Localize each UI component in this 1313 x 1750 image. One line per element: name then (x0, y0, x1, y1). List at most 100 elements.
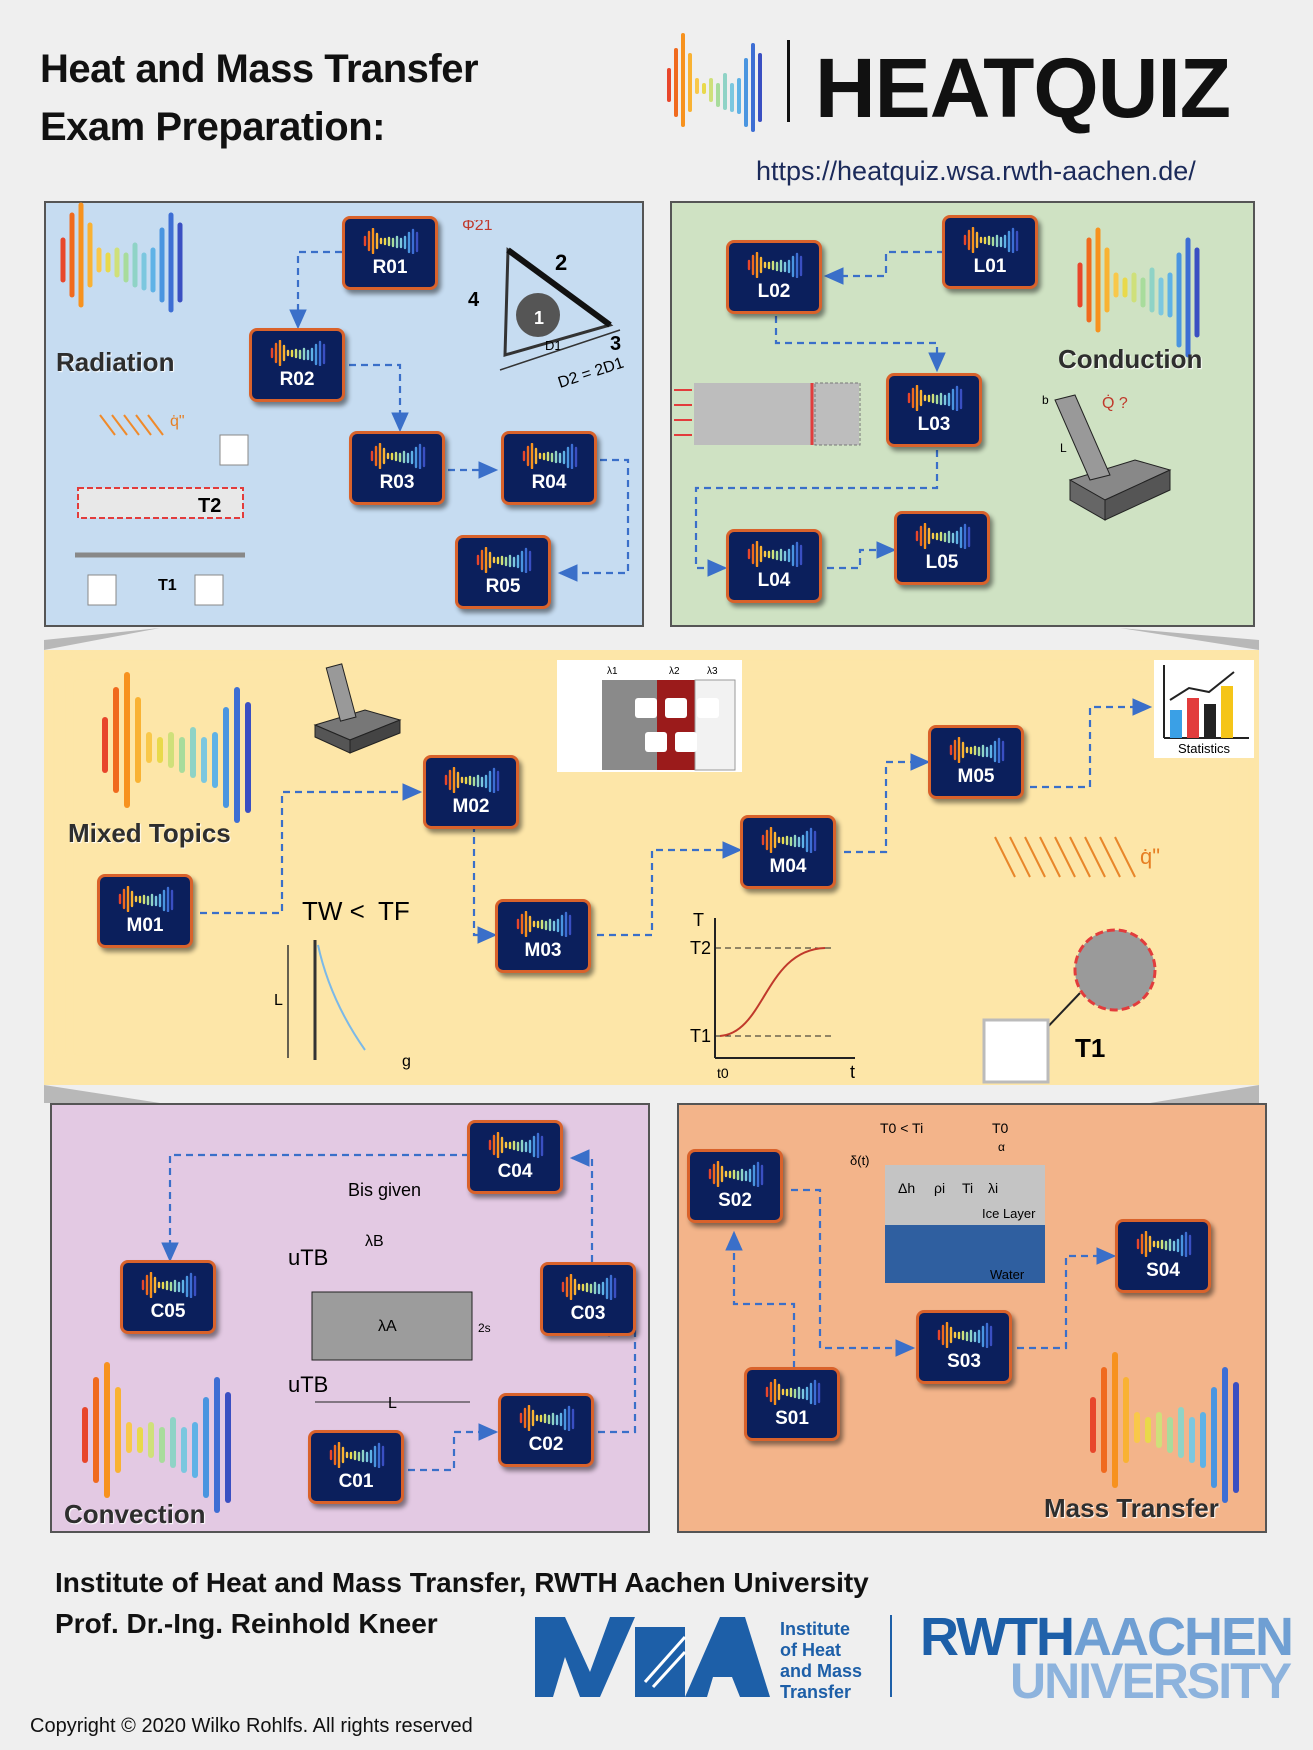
delta-t-label: δ(t) (850, 1153, 870, 1168)
quiz-node-convection-5[interactable]: C05 (120, 1260, 216, 1334)
q-dot-label: Q̇ ? (1102, 394, 1128, 412)
sphere-t1-label: T1 (1075, 1033, 1105, 1063)
heatquiz-node-icon (516, 911, 572, 937)
radiation-label: Radiation (56, 347, 175, 377)
quiz-node-label: C05 (150, 1301, 186, 1322)
wsa-text-line-4: Transfer (780, 1682, 852, 1702)
logo-divider (787, 40, 790, 122)
quiz-node-label: R03 (379, 472, 415, 493)
water-label: Water (990, 1267, 1025, 1282)
gravity-label: g (402, 1053, 411, 1070)
t1-label: T1 (158, 577, 177, 594)
quiz-node-mixed-4[interactable]: M04 (740, 815, 836, 889)
quiz-node-mixed-2[interactable]: M02 (423, 755, 519, 829)
quiz-node-label: M05 (957, 766, 995, 787)
rwth-logo-line-1: RWTHAACHEN (920, 1606, 1294, 1668)
mixed-temperature-curve-sketch: T T2 T1 t0 t (690, 910, 855, 1082)
heatquiz-node-icon (949, 737, 1005, 763)
quiz-node-mixed-1[interactable]: M01 (97, 874, 193, 948)
quiz-node-label: C02 (528, 1434, 564, 1455)
mixed-wall-layers-sketch: λ1 λ2 λ3 (557, 660, 742, 772)
delta-h-label: Δh (898, 1180, 915, 1196)
quiz-node-mass-3[interactable]: S03 (916, 1310, 1012, 1384)
quiz-node-label: L05 (925, 552, 959, 573)
ice-layer-label: Ice Layer (982, 1206, 1036, 1221)
quiz-node-conduction-3[interactable]: L03 (886, 373, 982, 447)
quiz-node-conduction-5[interactable]: L05 (894, 511, 990, 585)
quiz-node-label: S03 (947, 1351, 981, 1372)
heatquiz-node-icon (519, 1405, 575, 1431)
quiz-node-mass-1[interactable]: S01 (744, 1367, 840, 1441)
quiz-node-label: S01 (775, 1408, 809, 1429)
lambda-a-label: λA (378, 1318, 397, 1335)
aachen-text: AACHEN (1072, 1607, 1294, 1667)
quiz-node-conduction-1[interactable]: L01 (942, 215, 1038, 289)
institute-name: Institute of Heat and Mass Transfer, RWT… (55, 1567, 869, 1598)
heatquiz-node-icon (270, 340, 326, 366)
lambda1-label: λ1 (607, 666, 618, 677)
t0-label: t0 (717, 1065, 729, 1081)
conduction-rod-sketch (674, 382, 861, 446)
quiz-node-label: L03 (917, 414, 951, 435)
page-title: Heat and Mass Transfer Exam Preparation: (40, 40, 479, 156)
fin-b-label: b (1042, 393, 1049, 407)
wsa-text-line-1: Institute (780, 1619, 850, 1639)
d1-label: D1 (545, 338, 562, 353)
length-l-label: L (274, 992, 283, 1009)
quiz-node-convection-1[interactable]: C01 (308, 1430, 404, 1504)
quiz-node-label: C04 (497, 1161, 533, 1182)
quiz-node-radiation-4[interactable]: R04 (501, 431, 597, 505)
quiz-node-convection-2[interactable]: C02 (498, 1393, 594, 1467)
wsa-institute-text: Institute of Heat and Mass Transfer (780, 1619, 862, 1703)
mixed-heat-flux-sketch: q̇" (994, 836, 1160, 878)
quiz-node-radiation-5[interactable]: R05 (455, 535, 551, 609)
quiz-node-label: C03 (570, 1303, 606, 1324)
heatquiz-waveform-icon (667, 33, 762, 132)
quiz-node-convection-4[interactable]: C04 (467, 1120, 563, 1194)
conduction-fin-sketch: Q̇ ? b L (1042, 393, 1172, 521)
quiz-node-label: L04 (757, 570, 791, 591)
heatquiz-url-link[interactable]: https://heatquiz.wsa.rwth-aachen.de/ (756, 156, 1196, 186)
quiz-node-mass-4[interactable]: S04 (1115, 1219, 1211, 1293)
heatquiz-wordmark: HEATQUIZ (815, 41, 1231, 135)
heatquiz-logo: HEATQUIZ (665, 30, 1285, 140)
mass-transfer-waveform-icon (1090, 1352, 1239, 1503)
curve-t2-label: T2 (690, 938, 711, 958)
quiz-node-radiation-3[interactable]: R03 (349, 431, 445, 505)
heatquiz-node-icon (488, 1132, 544, 1158)
quiz-node-mixed-3[interactable]: M03 (495, 899, 591, 973)
quiz-node-radiation-1[interactable]: R01 (342, 216, 438, 290)
quiz-node-conduction-2[interactable]: L02 (726, 240, 822, 314)
quiz-node-label: M04 (769, 856, 807, 877)
quiz-node-mass-2[interactable]: S02 (687, 1149, 783, 1223)
heatquiz-node-icon (915, 523, 971, 549)
wsa-logo-icon (535, 1617, 770, 1697)
quiz-node-convection-3[interactable]: C03 (540, 1262, 636, 1336)
ti-label: Ti (962, 1180, 973, 1196)
alpha-label: α (998, 1140, 1005, 1154)
conduction-waveform-icon (1077, 227, 1200, 358)
mixed-sphere-sensor-sketch: T1 (982, 928, 1157, 1084)
quiz-node-label: M02 (452, 796, 490, 817)
statistics-chart-icon[interactable]: Statistics (1154, 660, 1254, 758)
surface-2-label: 2 (555, 250, 567, 275)
mixed-heat-flux-label: q̇" (1140, 844, 1160, 869)
curve-t1-label: T1 (690, 1026, 711, 1046)
quiz-node-mixed-5[interactable]: M05 (928, 725, 1024, 799)
plate-length-label: L (388, 1395, 397, 1410)
surface-3-label: 3 (610, 333, 621, 355)
convection-label: Convection (64, 1499, 206, 1529)
t0-label: T0 (992, 1120, 1009, 1136)
t2-label: T2 (198, 495, 221, 517)
heatquiz-node-icon (761, 827, 817, 853)
lambda3-label: λ3 (707, 666, 718, 677)
rwth-text: RWTH (920, 1607, 1075, 1667)
quiz-node-radiation-2[interactable]: R02 (249, 328, 345, 402)
heatquiz-node-icon (476, 547, 532, 573)
mass-transfer-label: Mass Transfer (1044, 1493, 1219, 1523)
radiation-plate-sketch: q̇" T2 T1 (75, 413, 249, 606)
mixed-topics-label: Mixed Topics (68, 818, 231, 848)
quiz-node-conduction-4[interactable]: L04 (726, 529, 822, 603)
